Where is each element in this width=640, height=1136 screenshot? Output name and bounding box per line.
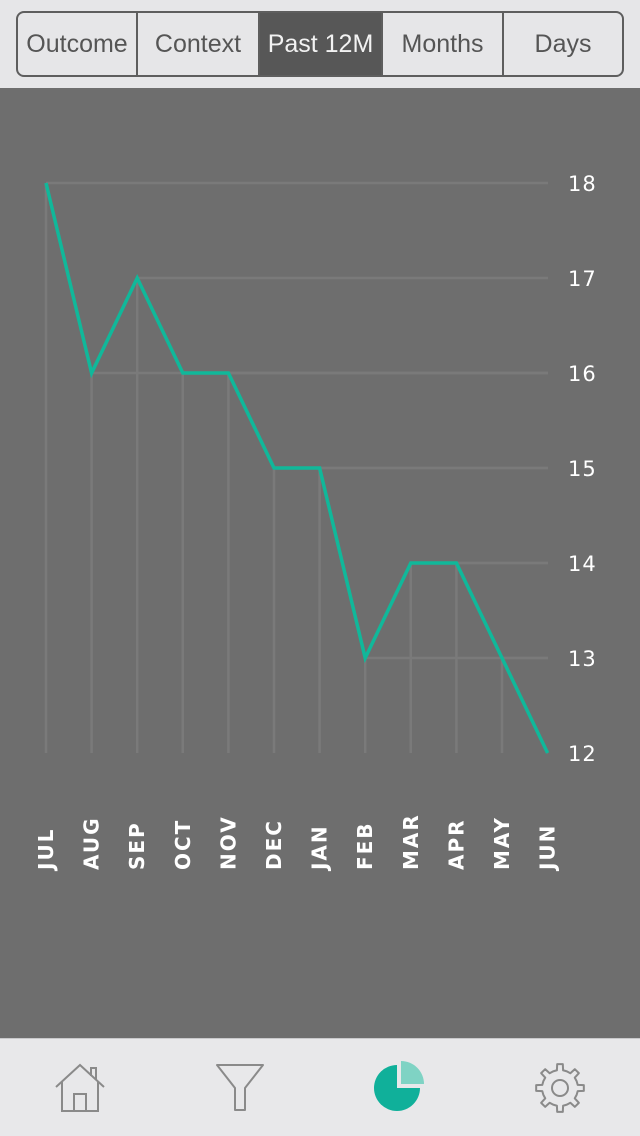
y-tick-label: 17 (568, 267, 597, 291)
tab-chart[interactable] (320, 1039, 480, 1136)
chart-area: 18 17 16 15 14 13 12 JUL AUG SEP OCT NOV DEC JAN FEB MA… (0, 88, 640, 1038)
y-tick-label: 15 (568, 457, 597, 481)
x-tick-label: MAR (399, 813, 423, 870)
x-tick-label: JUN (536, 824, 560, 872)
filter-icon (216, 1064, 264, 1111)
x-tick-label: MAY (490, 816, 514, 870)
segment-past-12m[interactable]: Past 12M (260, 13, 383, 75)
x-tick-label: JAN (308, 824, 332, 872)
x-tick-label: APR (444, 818, 468, 870)
tab-bar (0, 1038, 640, 1136)
segmented-control-bar: Outcome Context Past 12M Months Days (0, 0, 640, 88)
data-line (44, 182, 550, 754)
tab-filter[interactable] (160, 1039, 320, 1136)
tab-home[interactable] (0, 1039, 160, 1136)
y-tick-label: 18 (568, 172, 597, 196)
y-tick-label: 16 (568, 362, 597, 386)
segmented-control: Outcome Context Past 12M Months Days (16, 11, 624, 77)
x-tick-label: FEB (353, 821, 377, 870)
segment-context[interactable]: Context (138, 13, 260, 75)
x-tick-label: AUG (80, 816, 104, 870)
pie-chart-icon (374, 1061, 424, 1111)
x-tick-label: OCT (171, 819, 195, 870)
x-tick-label: JUL (34, 828, 58, 872)
y-tick-label: 14 (568, 552, 597, 576)
tab-settings[interactable] (480, 1039, 640, 1136)
gear-icon (535, 1063, 585, 1113)
y-tick-label: 12 (568, 742, 597, 766)
line-chart: 18 17 16 15 14 13 12 JUL AUG SEP OCT NOV DEC JAN FEB MA… (34, 172, 597, 872)
segment-days[interactable]: Days (534, 29, 592, 58)
home-icon (55, 1063, 105, 1112)
x-tick-label: NOV (216, 815, 240, 870)
x-tick-label: SEP (125, 821, 149, 870)
segment-outcome[interactable]: Outcome (18, 13, 138, 75)
y-tick-label: 13 (568, 647, 597, 671)
segment-months[interactable]: Months (383, 13, 504, 75)
x-tick-label: DEC (262, 819, 286, 870)
